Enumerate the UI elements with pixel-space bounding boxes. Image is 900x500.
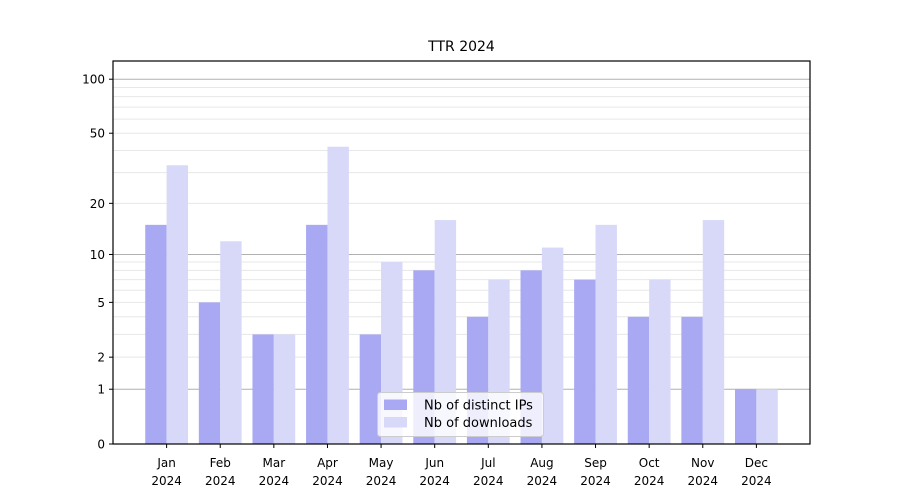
y-tick-label: 50 [90,127,105,141]
bar-downloads-oct-2024 [649,279,671,444]
x-tick-label-year: 2024 [259,474,290,488]
x-tick-label-year: 2024 [634,474,665,488]
x-tick-label-year: 2024 [312,474,343,488]
x-tick-label-year: 2024 [527,474,558,488]
bar-distinct-ips-oct-2024 [627,316,650,444]
bar-distinct-ips-dec-2024 [734,389,757,444]
bar-distinct-ips-apr-2024 [306,224,328,444]
bar-downloads-sep-2024 [595,224,617,444]
y-tick-label: 10 [90,248,105,262]
y-tick-label: 0 [97,438,105,452]
legend-swatch-downloads [384,417,407,428]
x-tick-label-year: 2024 [366,474,397,488]
bar-distinct-ips-jan-2024 [145,224,167,444]
x-tick-label-month: Apr [317,456,338,470]
x-tick-label-month: Jun [424,456,444,470]
bar-downloads-aug-2024 [541,247,564,444]
legend-label-downloads: Nb of downloads [424,416,533,431]
y-tick-label: 100 [82,73,105,87]
x-tick-label-month: Oct [639,456,660,470]
bar-downloads-jan-2024 [166,165,189,444]
y-tick-label: 2 [97,351,105,365]
x-tick-label-year: 2024 [419,474,450,488]
bar-downloads-mar-2024 [273,334,296,444]
x-tick-label-year: 2024 [151,474,182,488]
plot-border [112,60,811,445]
bar-downloads-dec-2024 [756,389,778,444]
legend-swatch-distinct-ips [384,399,407,410]
y-tick-label: 5 [97,296,105,310]
x-tick-label-year: 2024 [473,474,504,488]
legend-box [377,392,544,437]
x-tick-label-month: Mar [263,456,286,470]
bar-downloads-nov-2024 [702,220,725,444]
x-tick-label-month: Dec [745,456,768,470]
bar-distinct-ips-feb-2024 [198,302,221,444]
x-tick-label-year: 2024 [580,474,611,488]
x-tick-label-month: May [369,456,394,470]
x-tick-label-month: Sep [584,456,607,470]
bar-distinct-ips-sep-2024 [574,279,596,444]
y-tick-label: 1 [97,383,105,397]
bar-series [145,146,778,444]
x-tick-label-month: Jul [480,456,495,470]
bar-distinct-ips-mar-2024 [252,334,274,444]
x-tick-label-month: Jan [156,456,176,470]
x-axis-ticks: Jan 2024 Feb 2024 Mar 2024 Apr 2024 May 2024 Jun 20… [151,444,772,488]
bar-downloads-feb-2024 [220,241,242,444]
chart-title: TTR 2024 [427,39,495,55]
bar-distinct-ips-may-2024 [359,334,382,444]
x-tick-label-year: 2024 [687,474,718,488]
bar-downloads-apr-2024 [327,146,349,444]
bar-distinct-ips-nov-2024 [681,316,703,444]
bar-downloads-jun-2024 [434,220,457,444]
x-tick-label-year: 2024 [205,474,236,488]
x-tick-label-month: Aug [530,456,553,470]
x-tick-label-month: Feb [210,456,231,470]
x-tick-label-year: 2024 [741,474,772,488]
legend: Nb of distinct IPs Nb of downloads [377,392,544,437]
legend-label-distinct-ips: Nb of distinct IPs [424,399,533,414]
y-tick-label: 20 [90,197,105,211]
x-tick-label-month: Nov [691,456,714,470]
